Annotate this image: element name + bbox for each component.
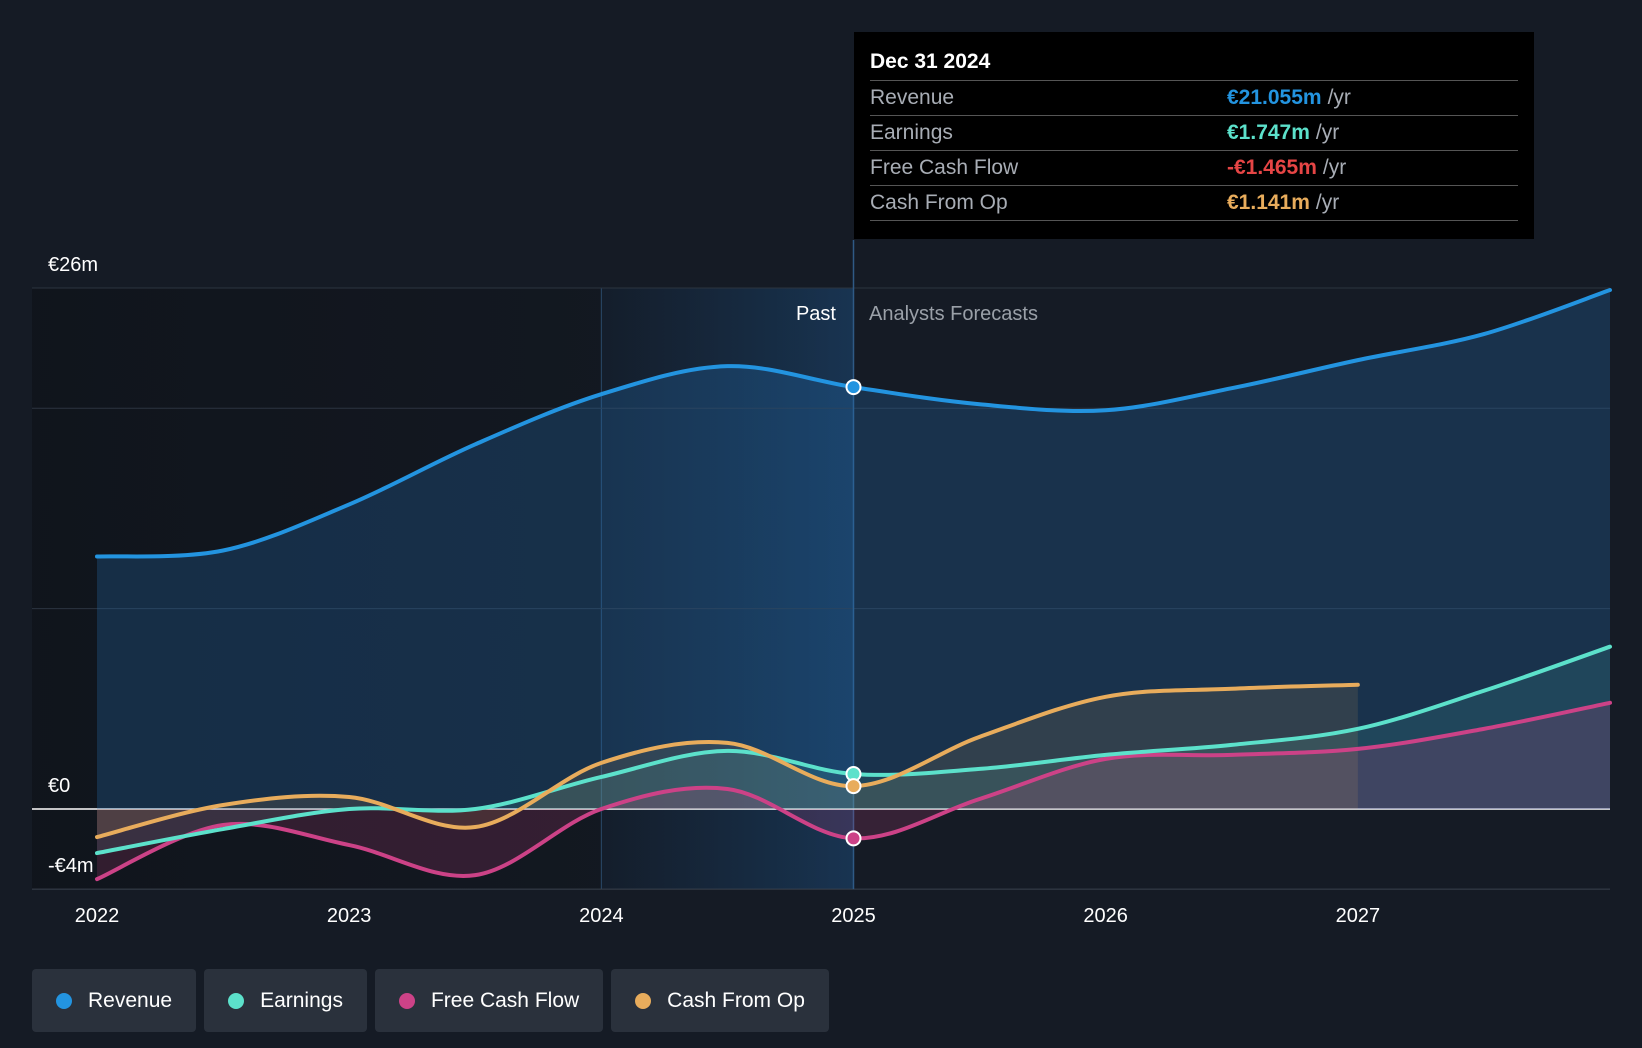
legend-item-free-cash-flow[interactable]: Free Cash Flow [374,969,604,1032]
legend-dot-icon [635,992,652,1009]
tooltip-row-unit: /yr [1327,86,1351,109]
tooltip-row-value: -€1.465m [1227,156,1317,179]
legend-item-earnings[interactable]: Earnings [204,969,367,1032]
tooltip-row-free-cash-flow: Free Cash Flow -€1.465m /yr [870,151,1518,186]
legend-dot-icon [56,992,72,1009]
legend-item-revenue[interactable]: Revenue [32,969,197,1032]
y-label-zero: €0 [48,775,70,797]
x-tick-label: 2022 [75,905,120,927]
y-label-bottom: -€4m [48,855,94,877]
y-label-top: €26m [48,254,98,276]
x-tick-label: 2027 [1336,905,1381,927]
tooltip-row-cash-from-op: Cash From Op €1.141m /yr [870,186,1518,221]
revenue-area [97,290,1610,809]
legend-label: Earnings [260,988,343,1012]
cash-from-op-area [97,684,1358,838]
x-tick-label: 2025 [831,905,876,927]
x-tick-label: 2024 [579,905,624,927]
tooltip-row-name: Free Cash Flow [870,156,1019,179]
forecast-label: Analysts Forecasts [869,303,1038,325]
tooltip-row-unit: /yr [1315,121,1340,144]
tooltip-row-name: Revenue [870,86,955,109]
earnings-area [97,646,1610,854]
tooltip-row-unit: /yr [1315,191,1340,214]
revenue-marker [845,379,862,396]
free-cash-flow-area [97,702,1610,880]
legend-label: Free Cash Flow [430,988,580,1012]
free-cash-flow-marker [845,830,862,847]
legend-label: Cash From Op [667,988,805,1012]
x-tick-label: 2023 [327,905,372,927]
cash-from-op-marker [845,778,862,795]
legend-dot-icon [228,992,245,1009]
data-tooltip: Dec 31 2024 Revenue €21.055m /yr Earning… [854,32,1534,239]
legend-label: Revenue [88,988,173,1012]
tooltip-row-value: €21.055m [1227,86,1322,109]
tooltip-row-name: Cash From Op [870,191,1008,214]
tooltip-row-name: Earnings [870,121,953,144]
legend-item-cash-from-op[interactable]: Cash From Op [611,969,829,1032]
cash-from-op-line [95,682,1360,840]
tooltip-row-unit: /yr [1322,156,1347,179]
legend-dot-icon [398,992,415,1009]
tooltip-row-value: €1.747m [1227,121,1310,144]
chart-legend: Revenue Earnings Free Cash Flow Cash Fro… [32,969,829,1032]
tooltip-date: Dec 31 2024 [870,46,1518,81]
tooltip-row-value: €1.141m [1227,191,1310,214]
past-label: Past [796,303,836,325]
tooltip-row-earnings: Earnings €1.747m /yr [870,116,1518,151]
x-tick-label: 2026 [1083,905,1128,927]
tooltip-row-revenue: Revenue €21.055m /yr [870,81,1518,116]
